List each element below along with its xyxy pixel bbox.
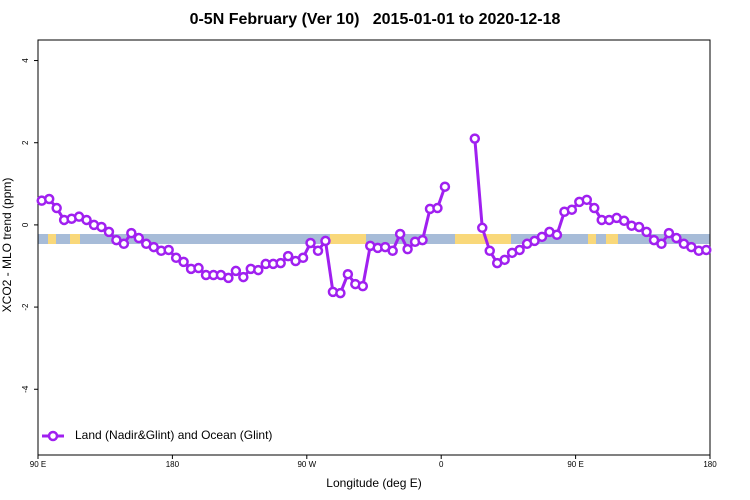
data-point: [297, 252, 309, 264]
data-point: [103, 226, 115, 238]
x-tick-label: 90 E: [567, 460, 583, 469]
data-point: [170, 252, 182, 264]
x-tick-label: 90 W: [297, 460, 316, 469]
data-point: [499, 254, 510, 266]
data-point: [581, 194, 593, 206]
data-point: [163, 244, 174, 256]
chart-title: 0-5N February (Ver 10) 2015-01-01 to 202…: [190, 11, 561, 28]
x-axis-label: Longitude (deg E): [326, 476, 421, 490]
x-tick-label: 90 E: [30, 460, 46, 469]
land-band: [455, 234, 511, 244]
data-point: [387, 245, 398, 257]
land-band: [606, 234, 618, 244]
data-point: [51, 202, 62, 214]
data-point: [529, 235, 540, 247]
data-point: [230, 265, 242, 277]
data-point: [701, 244, 712, 256]
data-point: [656, 238, 667, 250]
land-band: [330, 234, 366, 244]
x-tick-label: 180: [703, 460, 717, 469]
data-point: [514, 244, 525, 256]
surface-band: [38, 234, 710, 244]
legend-label: Land (Nadir&Glint) and Ocean (Glint): [75, 428, 272, 442]
data-point: [551, 229, 563, 241]
data-point: [312, 245, 324, 257]
data-point: [394, 228, 406, 240]
data-point: [178, 256, 189, 268]
y-tick-label: -2: [21, 303, 30, 311]
data-point: [342, 268, 354, 280]
x-tick-label: 0: [439, 460, 444, 469]
data-point: [43, 193, 55, 205]
data-point: [477, 222, 488, 234]
data-point: [193, 262, 204, 274]
data-point: [417, 234, 428, 246]
data-point: [663, 227, 675, 239]
data-point: [469, 133, 481, 144]
data-point: [484, 245, 495, 257]
ocean-band: [38, 234, 710, 244]
data-point: [96, 221, 107, 233]
data-point: [238, 271, 249, 283]
data-point: [305, 237, 316, 249]
data-point: [126, 227, 137, 239]
data-point: [641, 226, 652, 238]
y-tick-label: 2: [21, 140, 30, 145]
data-point: [402, 243, 413, 255]
x-tick-label: 180: [166, 460, 180, 469]
data-point: [335, 287, 346, 299]
data-point: [275, 257, 286, 269]
data-point: [432, 202, 443, 214]
data-point: [81, 214, 92, 226]
legend-marker: [47, 430, 59, 442]
data-point: [589, 202, 600, 214]
data-point: [357, 280, 369, 292]
data-point: [133, 232, 145, 244]
data-point: [223, 272, 234, 284]
land-band: [588, 234, 596, 244]
data-point: [671, 232, 682, 244]
data-point: [118, 238, 130, 250]
y-axis-label: XCO2 - MLO trend (ppm): [0, 178, 14, 313]
data-point: [618, 215, 630, 227]
data-point: [566, 204, 578, 215]
y-tick-label: 0: [21, 222, 30, 227]
data-point: [320, 235, 331, 247]
data-point: [282, 250, 294, 262]
data-point: [536, 231, 548, 243]
data-point: [253, 264, 264, 276]
y-tick-label: 4: [21, 58, 30, 63]
land-band: [48, 234, 56, 244]
data-point: [633, 221, 645, 233]
data-point: [439, 181, 451, 192]
y-tick-label: -4: [21, 385, 30, 393]
land-band: [70, 234, 80, 244]
